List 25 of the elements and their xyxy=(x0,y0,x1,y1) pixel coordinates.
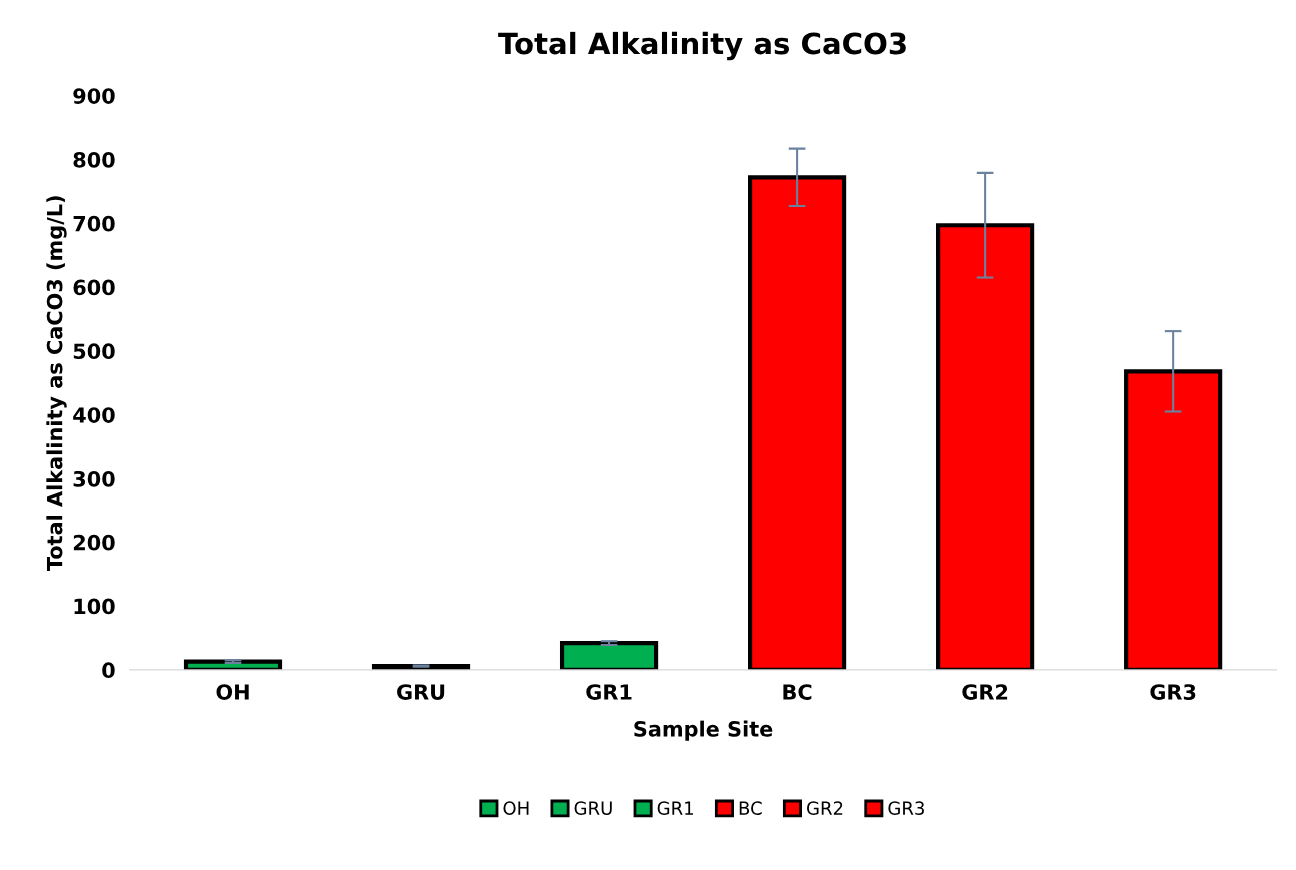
y-tick-label: 600 xyxy=(73,279,115,296)
y-tick-label: 300 xyxy=(73,470,115,487)
x-tick-label: GR3 xyxy=(1150,684,1196,700)
legend-label: BC xyxy=(739,801,762,815)
legend-label: GR2 xyxy=(807,801,843,815)
x-axis-title: Sample Site xyxy=(634,720,773,741)
legend-label: GRU xyxy=(574,801,612,815)
y-tick-label: 500 xyxy=(73,343,115,360)
x-tick-label: OH xyxy=(216,684,249,700)
y-tick-label: 700 xyxy=(73,215,115,232)
y-tick-label: 0 xyxy=(102,662,115,679)
legend-label: GR3 xyxy=(888,801,924,815)
y-tick-label: 200 xyxy=(73,534,115,551)
x-tick-label: GR1 xyxy=(586,684,632,700)
legend-label: GR1 xyxy=(657,801,693,815)
chart-title: Total Alkalinity as CaCO3 xyxy=(498,31,906,61)
x-tick-label: BC xyxy=(783,684,812,700)
x-tick-label: GR2 xyxy=(962,684,1008,700)
legend-label: OH xyxy=(503,801,529,815)
y-tick-label: 900 xyxy=(73,88,115,104)
y-tick-label: 400 xyxy=(73,407,115,423)
y-axis-title: Total Alkalinity as CaCO3 (mg/L) xyxy=(46,196,67,572)
y-tick-label: 800 xyxy=(73,151,115,168)
x-tick-label: GRU xyxy=(397,684,445,700)
y-tick-label: 100 xyxy=(74,598,115,615)
